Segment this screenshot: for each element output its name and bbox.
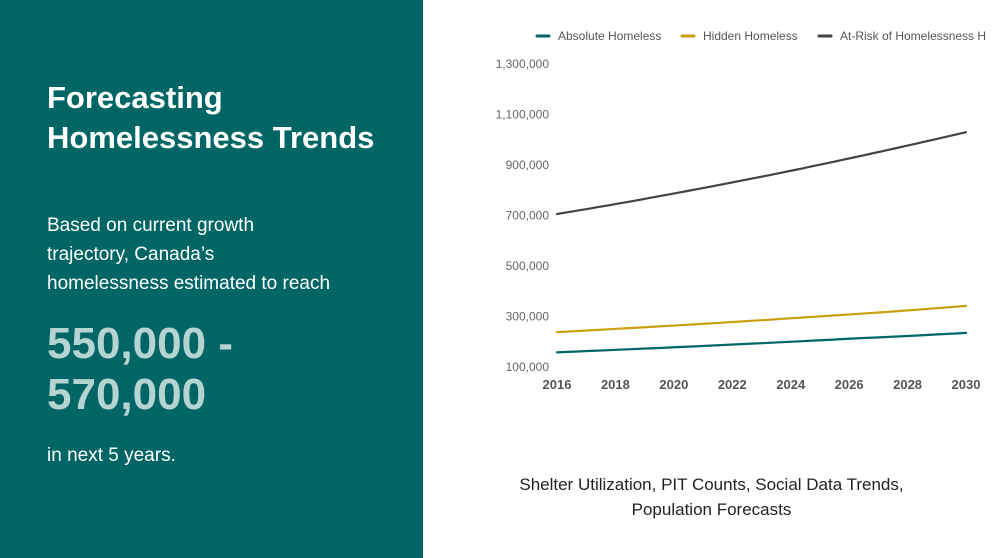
x-tick-label: 2016 (543, 377, 572, 392)
y-tick-label: 300,000 (506, 310, 550, 324)
lead-line-3: homelessness estimated to reach (47, 273, 331, 294)
series-line-absolute-homeless (555, 331, 968, 354)
lead-line-2: trajectory, Canada’s (47, 244, 215, 265)
forecast-range: 550,000 - 570,000 (47, 318, 387, 420)
lead-line-1: Based on current growth (47, 215, 255, 236)
y-tick-label: 500,000 (506, 259, 550, 273)
series-line-hidden-homeless (555, 304, 968, 334)
chart-caption: Shelter Utilization, PIT Counts, Social … (423, 472, 1000, 522)
x-tick-label: 2026 (835, 377, 864, 392)
x-tick-label: 2030 (952, 377, 981, 392)
tail-text: in next 5 years. (47, 445, 176, 466)
y-tick-label: 700,000 (506, 209, 550, 223)
legend-label: At-Risk of Homelessness H (840, 29, 986, 43)
x-tick-label: 2020 (659, 377, 688, 392)
legend-label: Absolute Homeless (558, 29, 661, 43)
lead-text: Based on current growth trajectory, Cana… (47, 211, 387, 298)
x-tick-label: 2022 (718, 377, 747, 392)
left-panel: Forecasting Homelessness Trends Based on… (0, 0, 423, 558)
line-chart-svg: 1,300,000 1,100,000 900,000 700,000 500,000 3… (496, 29, 986, 392)
legend-label: Hidden Homeless (703, 29, 798, 43)
x-tick-label: 2018 (601, 377, 630, 392)
range-line-2: 570,000 (47, 370, 207, 419)
range-line-1: 550,000 - (47, 319, 233, 368)
title-line-2: Homelessness Trends (47, 120, 375, 155)
y-tick-label: 1,300,000 (496, 57, 550, 71)
y-tick-label: 1,100,000 (496, 108, 550, 122)
y-tick-label: 900,000 (506, 158, 550, 172)
line-chart: 1,300,000 1,100,000 900,000 700,000 500,000 3… (423, 0, 1000, 558)
series-line-at-risk-of-homelessness-h (555, 131, 968, 216)
x-tick-label: 2028 (893, 377, 922, 392)
page-title: Forecasting Homelessness Trends (47, 78, 407, 158)
title-line-1: Forecasting (47, 80, 223, 115)
y-tick-label: 100,000 (506, 360, 550, 374)
x-tick-label: 2024 (776, 377, 806, 392)
caption-line-2: Population Forecasts (631, 500, 792, 519)
caption-line-1: Shelter Utilization, PIT Counts, Social … (519, 475, 904, 494)
